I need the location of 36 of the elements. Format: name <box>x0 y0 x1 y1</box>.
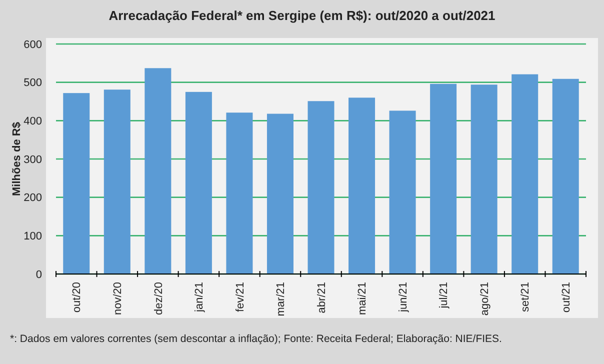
x-tick-label: out/21 <box>560 282 572 313</box>
bar <box>226 112 253 274</box>
x-tick-label: mai/21 <box>356 282 369 316</box>
y-tick-label: 0 <box>36 268 42 281</box>
bar <box>552 78 579 274</box>
bar <box>348 98 376 274</box>
bar <box>430 84 457 274</box>
x-tick-label: jun/21 <box>397 282 410 313</box>
x-tick-label: ago/21 <box>478 282 491 316</box>
bar <box>144 68 172 274</box>
y-axis-title: Milhões de R$ <box>11 122 23 196</box>
y-tick-label: 100 <box>24 230 42 243</box>
x-tick-label: mar/21 <box>275 282 288 316</box>
x-tick-label: abr/21 <box>316 282 328 314</box>
chart-title: Arrecadação Federal* em Sergipe (em R$): out/2020 a out/2021 <box>108 8 496 23</box>
y-tick-label: 600 <box>24 38 42 51</box>
bar <box>104 90 130 274</box>
bar <box>308 101 334 274</box>
bar <box>63 93 90 274</box>
x-tick-label: out/20 <box>71 282 84 313</box>
x-tick-label: set/21 <box>520 282 532 312</box>
y-tick-label: 300 <box>24 154 42 166</box>
y-tick-label: 200 <box>24 192 42 204</box>
x-tick-label: dez/20 <box>152 282 165 316</box>
x-tick-label: jul/21 <box>438 282 450 310</box>
x-tick-label: fev/21 <box>234 282 246 312</box>
bar <box>470 84 498 274</box>
y-tick-label: 400 <box>24 116 42 128</box>
bar <box>512 74 538 274</box>
y-tick-label: 500 <box>24 77 42 90</box>
text: *: Dados em valores correntes (sem descontar a inflação); Fonte: Receita Federal; Elaboração: NIE/FIES. <box>10 333 502 345</box>
x-tick-label: nov/20 <box>112 282 124 316</box>
bar <box>266 114 294 274</box>
bar <box>389 110 416 274</box>
bar <box>185 92 212 274</box>
x-tick-label: jan/21 <box>194 282 206 313</box>
